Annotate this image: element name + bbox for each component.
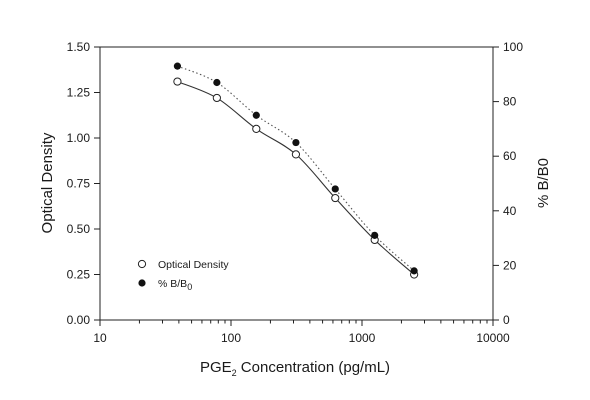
series-0-line: [177, 81, 415, 275]
y-right-tick-label: 20: [503, 258, 517, 272]
series-1-point: [213, 78, 221, 87]
series-1-point: [292, 138, 300, 147]
y-left-tick-label: 0.25: [67, 268, 91, 282]
y-right-tick-label: 80: [503, 95, 517, 109]
x-tick-label: 1000: [349, 331, 376, 345]
y-axis-left-title: Optical Density: [39, 132, 56, 233]
series-1-point: [410, 267, 418, 275]
series-0-point: [291, 150, 301, 159]
y-left-tick-label: 1.00: [67, 131, 91, 145]
chart-marks: [173, 62, 419, 279]
x-axis-title: PGE2 Concentration (pg/mL): [200, 359, 390, 378]
axes: 10 100 1000 100000.000.250.500.751.001.251.…: [67, 40, 524, 345]
y-left-tick-label: 1.50: [67, 40, 91, 54]
y-left-tick-label: 1.25: [67, 86, 91, 100]
y-right-tick-label: 100: [503, 40, 523, 54]
series-1-point: [331, 185, 339, 193]
series-0-point: [173, 77, 182, 86]
legend-marker-percent-b-b0: [138, 279, 146, 287]
y-right-tick-label: 0: [503, 313, 510, 327]
y-right-tick-label: 40: [503, 204, 517, 218]
legend-label-percent-b-b0: % B/B0: [158, 278, 192, 292]
series-1-point: [371, 231, 379, 239]
series-0-point: [252, 124, 261, 133]
series-0-point: [331, 193, 340, 203]
y-right-tick-label: 60: [503, 149, 517, 163]
x-tick-label: 10: [93, 331, 107, 345]
y-left-tick-label: 0.00: [67, 313, 91, 327]
x-tick-label: 10000: [476, 331, 510, 345]
legend-marker-optical-density: [137, 259, 147, 269]
y-left-tick-label: 0.75: [67, 177, 91, 191]
series-1-point: [173, 62, 182, 70]
y-left-tick-label: 0.50: [67, 222, 91, 236]
y-axis-right-title: % B/B0: [535, 158, 552, 208]
legend: Optical Density % B/B0: [137, 259, 229, 292]
series-1-point: [252, 111, 260, 119]
x-tick-label: 100: [221, 331, 241, 345]
series-0-point: [212, 93, 221, 103]
legend-label-optical-density: Optical Density: [158, 259, 229, 271]
